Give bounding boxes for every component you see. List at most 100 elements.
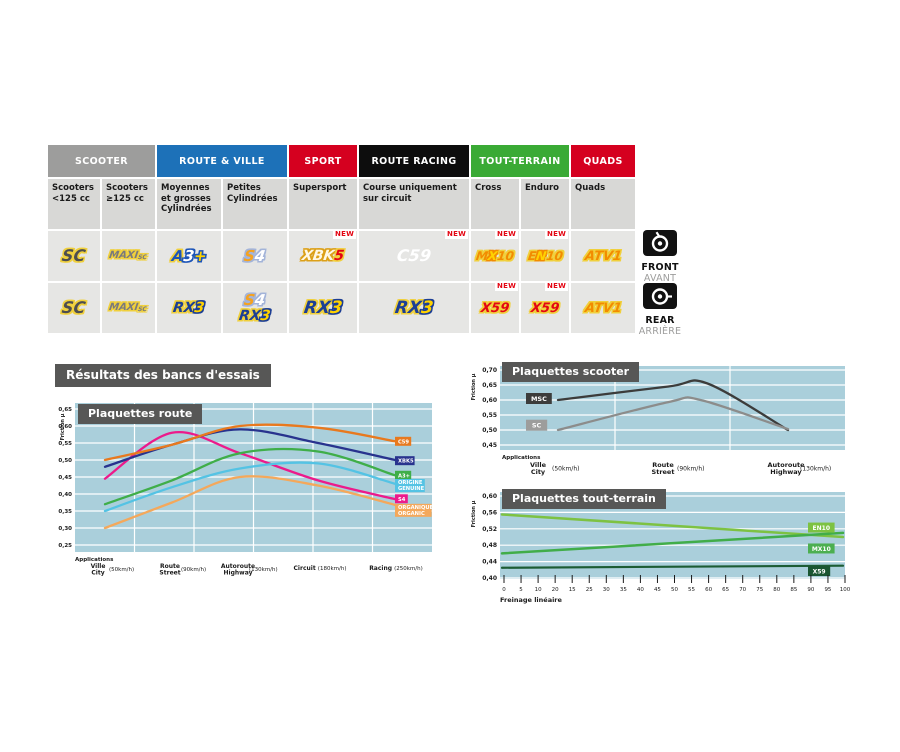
- series-label-box-EN10: [808, 522, 835, 533]
- product-cell-rear: NEW X59: [521, 282, 569, 333]
- y-axis-label: Friction µ: [471, 373, 477, 400]
- series-label: MSC: [531, 395, 547, 403]
- brand-logo-x59: X59: [479, 300, 511, 316]
- product-cell-rear: MAXISC: [102, 283, 155, 333]
- x-category-speed: (50km/h): [109, 567, 134, 573]
- route-chart-svg: 0,65 0,60 0,55 0,50 0,45 0,40 0,35 0,30 0,25 Fric…: [58, 403, 434, 577]
- product-cell-rear: RX3: [289, 283, 357, 333]
- brand-logo-rx3: RX3: [172, 300, 206, 316]
- y-tick-label: 0,50: [482, 427, 497, 434]
- series-line-MX10: [500, 531, 845, 555]
- brand-logo-sc: SC: [61, 298, 88, 317]
- x-tick-label: 60: [705, 587, 712, 593]
- product-cell-rear: RX3: [157, 283, 221, 333]
- product-application-table: SCOOTER ROUTE & VILLE SPORT ROUTE RACING TOU…: [48, 145, 635, 333]
- product-cell-rear: ATV1: [571, 283, 635, 333]
- x-category-label-en: Highway: [770, 468, 802, 476]
- group-header-quads: QUADS: [571, 145, 635, 177]
- new-badge: NEW: [333, 230, 356, 239]
- brand-logo-mx10: MX10: [475, 249, 515, 263]
- x-tick-label: 30: [603, 587, 610, 593]
- y-axis-label: Friction µ: [60, 413, 66, 440]
- logo-part: X59: [479, 300, 511, 316]
- x-tick-label: 20: [552, 587, 559, 593]
- product-cell-rear: S4 RX3: [223, 283, 287, 333]
- logo-part: 3: [193, 300, 206, 316]
- logo-part: SC: [61, 246, 88, 265]
- logo-part: SC: [137, 305, 148, 313]
- legend-label: ORIGINE: [398, 480, 423, 486]
- logo-part: SC: [61, 298, 88, 317]
- logo-part: XBK: [300, 248, 336, 264]
- x-tick-label: 45: [654, 587, 661, 593]
- y-tick-label: 0,65: [58, 407, 72, 413]
- new-badge: NEW: [545, 282, 568, 291]
- y-tick-label: 0,35: [58, 509, 72, 515]
- y-tick-label: 0,55: [58, 441, 72, 447]
- logo-part: 3: [419, 297, 435, 318]
- x-tick-label: 90: [807, 587, 814, 593]
- brand-logo-a3plus: A3+: [170, 247, 207, 265]
- front-marker: FRONT AVANT: [638, 230, 682, 284]
- product-cell-front: NEW C59: [359, 230, 469, 281]
- product-cell-front: ATV1: [571, 231, 635, 281]
- x-category-label: Route: [652, 461, 674, 469]
- series-line-SC: [556, 396, 790, 432]
- x-tick-label: 40: [637, 587, 644, 593]
- marker-title: FRONT: [641, 262, 679, 273]
- x-tick-label: 0: [502, 587, 506, 593]
- product-cell-rear: NEW X59: [471, 282, 519, 333]
- scooter-chart-title: Plaquettes scooter: [502, 362, 640, 382]
- series-line-A3: [103, 447, 397, 506]
- logo-part: RX: [238, 308, 263, 324]
- y-tick-label: 0,45: [482, 442, 497, 449]
- x-axis-caption: Applications: [502, 455, 541, 461]
- marker-subtitle: AVANT: [643, 273, 677, 284]
- new-badge: NEW: [495, 282, 518, 291]
- product-cell-front: NEW XBK5: [289, 230, 357, 281]
- legend-box-S4: [395, 494, 408, 504]
- series-line-ORGANIQUEORGANIC: [103, 475, 397, 530]
- logo-part: 5: [333, 248, 346, 264]
- x-category-label: Circuit (180km/h): [294, 565, 347, 572]
- logo-part: C59: [395, 246, 433, 265]
- x-tick-label: 100: [840, 587, 851, 593]
- y-tick-label: 0,60: [482, 493, 497, 500]
- x-tick-label: 80: [773, 587, 780, 593]
- y-tick-label: 0,50: [58, 458, 72, 464]
- brand-logo-c59: C59: [395, 246, 433, 265]
- route-chart: 0,65 0,60 0,55 0,50 0,45 0,40 0,35 0,30 0,25 Fric…: [58, 395, 458, 604]
- y-tick-label: 0,60: [58, 424, 72, 430]
- icon-shape: [657, 294, 663, 299]
- x-category-label: Route: [160, 563, 180, 570]
- front-brake-disc-icon: [643, 230, 677, 256]
- logo-part: X59: [529, 300, 561, 316]
- x-tick-label: 70: [739, 587, 746, 593]
- series-line-X59: [500, 564, 845, 569]
- product-cell-rear: SC: [48, 283, 100, 333]
- group-header-scooter: SCOOTER: [48, 145, 155, 177]
- product-cell-rear: RX3: [359, 283, 469, 333]
- legend-label: S4: [398, 497, 406, 503]
- legend-box-ORIGINEGENUINE: [395, 479, 425, 492]
- x-category-speed: (90km/h): [677, 466, 704, 473]
- x-category-label-en: Highway: [224, 570, 253, 577]
- x-tick-label: 10: [535, 587, 542, 593]
- subheader-cell: Quads: [571, 179, 635, 229]
- product-cell-front: NEW EN10: [521, 230, 569, 281]
- logo-part: 4: [253, 246, 267, 265]
- logo-part: 3: [259, 308, 272, 324]
- product-cell-front: S4: [223, 231, 287, 281]
- icon-shape: [657, 241, 663, 246]
- subheader-cell: Cross: [471, 179, 519, 229]
- brand-logo-xbk5: XBK5: [300, 248, 346, 264]
- icon-shape: [651, 235, 669, 252]
- x-category-label: Ville: [91, 563, 106, 570]
- y-tick-label: 0,60: [482, 397, 497, 404]
- legend-label: ORGANIC: [398, 511, 425, 517]
- x-tick-label: 35: [620, 587, 627, 593]
- x-tick-label: 5: [519, 587, 523, 593]
- x-category-label: Racing (250km/h): [369, 565, 423, 572]
- legend-box-ORGANIQUEORGANIC: [395, 503, 432, 517]
- legend-label: C59: [398, 439, 409, 445]
